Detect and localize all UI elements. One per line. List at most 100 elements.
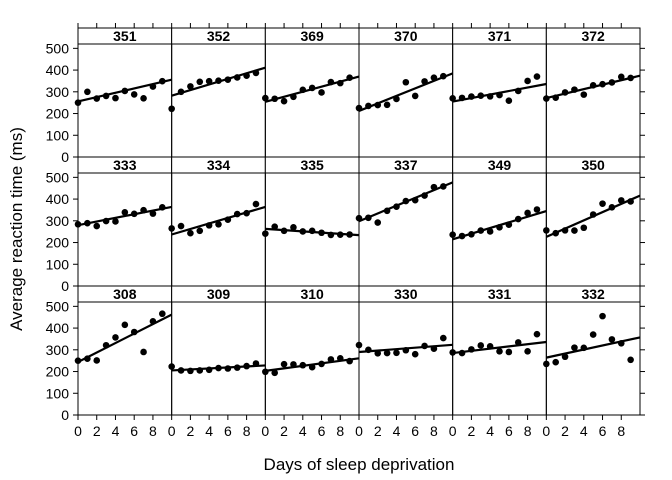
point-371-1 (458, 94, 466, 102)
point-370-2 (374, 101, 382, 109)
y-tick-label-row0-5: 500 (46, 40, 70, 56)
panel-frame-309 (171, 301, 266, 416)
panel-309: 309 (168, 285, 266, 416)
point-349-6 (505, 221, 513, 229)
point-350-1 (552, 229, 559, 237)
point-370-9 (440, 72, 447, 80)
point-369-3 (290, 93, 297, 101)
point-309-6 (224, 365, 232, 372)
point-330-7 (421, 342, 428, 350)
point-330-8 (430, 345, 438, 353)
point-330-1 (365, 346, 372, 354)
point-331-6 (505, 348, 513, 356)
point-331-9 (533, 330, 541, 338)
panel-frame-372 (545, 43, 641, 158)
strip-label-334: 334 (207, 157, 231, 173)
x-tick-label-308-0: 0 (74, 423, 82, 439)
point-352-0 (168, 105, 175, 113)
x-tick-label-309-4: 8 (243, 423, 251, 439)
panel-369: 369 (262, 27, 360, 158)
point-350-0 (543, 227, 550, 234)
point-310-7 (327, 356, 335, 363)
point-335-3 (290, 224, 297, 231)
point-309-5 (215, 364, 222, 372)
point-335-7 (327, 231, 335, 239)
strip-label-369: 369 (300, 28, 324, 44)
point-349-5 (496, 224, 503, 231)
point-371-6 (505, 97, 513, 105)
point-334-4 (205, 222, 213, 229)
y-tick-label-row0-4: 400 (46, 62, 70, 78)
x-tick-label-308-1: 2 (93, 423, 101, 439)
point-335-6 (318, 229, 325, 237)
panel-frame-333 (77, 172, 173, 287)
point-352-3 (196, 78, 204, 86)
strip-label-371: 371 (488, 28, 512, 44)
point-335-8 (336, 231, 344, 239)
fit-line-334 (171, 205, 266, 236)
strip-label-349: 349 (488, 157, 512, 173)
strip-label-309: 309 (207, 286, 231, 302)
point-369-0 (262, 94, 269, 102)
x-tick-label-330-0: 0 (355, 423, 363, 439)
panel-frame-337 (358, 172, 454, 287)
point-370-4 (393, 95, 400, 103)
panel-351: 351 (74, 27, 173, 158)
panel-330: 330 (355, 285, 454, 416)
point-372-6 (599, 80, 606, 88)
point-351-8 (149, 83, 157, 90)
point-334-1 (177, 222, 185, 230)
point-334-3 (196, 227, 204, 235)
fit-line-331 (452, 340, 547, 355)
point-310-8 (336, 354, 344, 362)
point-371-3 (477, 92, 485, 100)
point-333-2 (93, 222, 101, 230)
panel-335: 335 (262, 156, 360, 287)
point-334-2 (187, 229, 194, 237)
point-309-1 (177, 367, 185, 374)
point-332-4 (580, 344, 588, 352)
panel-334: 334 (168, 156, 266, 287)
strip-label-331: 331 (488, 286, 512, 302)
point-333-3 (102, 217, 110, 225)
y-tick-label-row0-1: 100 (46, 127, 70, 143)
point-349-3 (477, 227, 485, 234)
panel-337: 337 (355, 156, 454, 287)
panel-332: 332 (543, 285, 641, 416)
point-350-3 (571, 227, 578, 234)
point-308-7 (140, 348, 147, 356)
point-371-7 (514, 87, 522, 95)
x-tick-label-308-2: 4 (112, 423, 120, 439)
panel-370: 370 (355, 27, 454, 158)
point-331-7 (514, 339, 522, 346)
point-369-7 (327, 78, 335, 86)
point-351-9 (159, 77, 166, 85)
point-371-5 (496, 91, 503, 99)
point-372-3 (571, 86, 578, 93)
x-tick-label-309-0: 0 (168, 423, 176, 439)
y-tick-label-row0-2: 200 (46, 106, 70, 122)
point-351-7 (140, 95, 147, 102)
panel-372: 372 (543, 27, 641, 158)
y-tick-label-row2-2: 200 (46, 364, 70, 380)
x-tick-label-331-1: 2 (468, 423, 476, 439)
point-330-9 (440, 334, 447, 342)
point-350-7 (608, 204, 616, 211)
point-330-5 (402, 346, 410, 354)
point-335-4 (299, 228, 307, 235)
point-335-0 (262, 230, 269, 237)
fit-line-333 (77, 205, 172, 227)
panel-frame-369 (264, 43, 360, 158)
strip-label-350: 350 (581, 157, 605, 173)
point-351-1 (84, 88, 91, 96)
point-309-9 (252, 360, 260, 367)
x-tick-label-309-1: 2 (187, 423, 195, 439)
point-369-1 (271, 95, 279, 103)
x-tick-label-331-2: 4 (486, 423, 494, 439)
x-tick-label-332-2: 4 (580, 423, 588, 439)
y-tick-label-row1-1: 100 (46, 256, 70, 272)
point-334-0 (168, 225, 175, 232)
point-330-3 (383, 349, 391, 357)
y-tick-label-row1-2: 200 (46, 235, 70, 251)
